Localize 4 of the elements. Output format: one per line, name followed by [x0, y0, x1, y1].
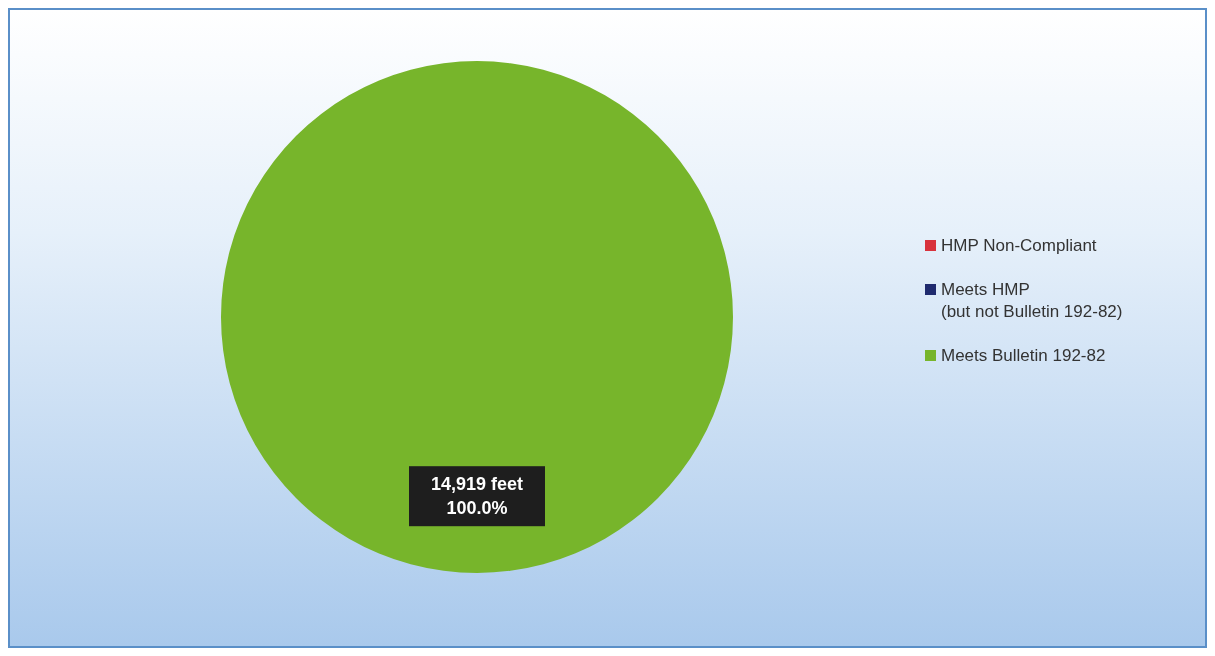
legend-label: Meets Bulletin 192-82: [941, 345, 1106, 367]
legend-label: HMP Non-Compliant: [941, 235, 1097, 257]
data-label: 14,919 feet 100.0%: [430, 474, 524, 519]
legend-label: Meets HMP (but not Bulletin 192-82): [941, 279, 1123, 323]
